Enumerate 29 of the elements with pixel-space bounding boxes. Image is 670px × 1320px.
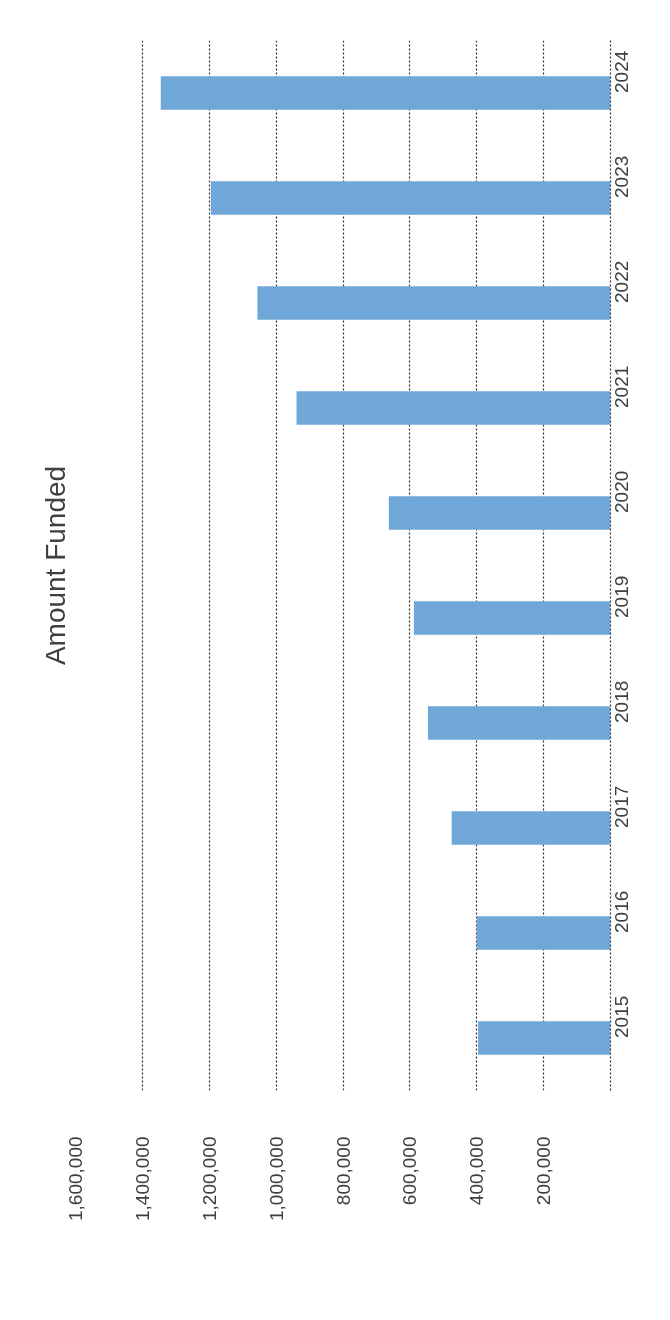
bar (210, 181, 611, 215)
x-tick-label: 1,400,000 (131, 1136, 153, 1222)
y-tick-label: 2019 (611, 575, 632, 618)
bar (388, 496, 611, 530)
x-tick-label: 1,000,000 (265, 1136, 287, 1222)
bar (476, 916, 611, 950)
bar (451, 811, 611, 845)
y-tick-label: 2021 (611, 365, 632, 408)
bar (413, 601, 611, 635)
y-tick-label: 2023 (611, 155, 632, 198)
x-tick-label: 1,200,000 (198, 1136, 220, 1222)
text: Amount Funded (39, 465, 71, 666)
y-tick-label: 2022 (611, 260, 632, 303)
bar (160, 76, 611, 110)
bar (257, 286, 611, 320)
bar (427, 706, 611, 740)
x-tick-label: 200,000 (533, 1136, 555, 1206)
y-tick-label: 2016 (611, 890, 632, 933)
x-tick-label: 600,000 (399, 1136, 421, 1206)
y-tick-label: 2018 (611, 680, 632, 723)
bar (296, 391, 611, 425)
y-tick-label: 2020 (611, 470, 632, 513)
y-tick-label: 2017 (611, 785, 632, 828)
x-tick-label: 400,000 (466, 1136, 488, 1206)
bar (478, 1021, 611, 1055)
x-tick-label: 1,600,000 (65, 1136, 86, 1222)
y-tick-label: 2024 (611, 50, 632, 93)
y-tick-label: 2015 (611, 995, 632, 1038)
x-tick-label: 800,000 (332, 1136, 354, 1206)
